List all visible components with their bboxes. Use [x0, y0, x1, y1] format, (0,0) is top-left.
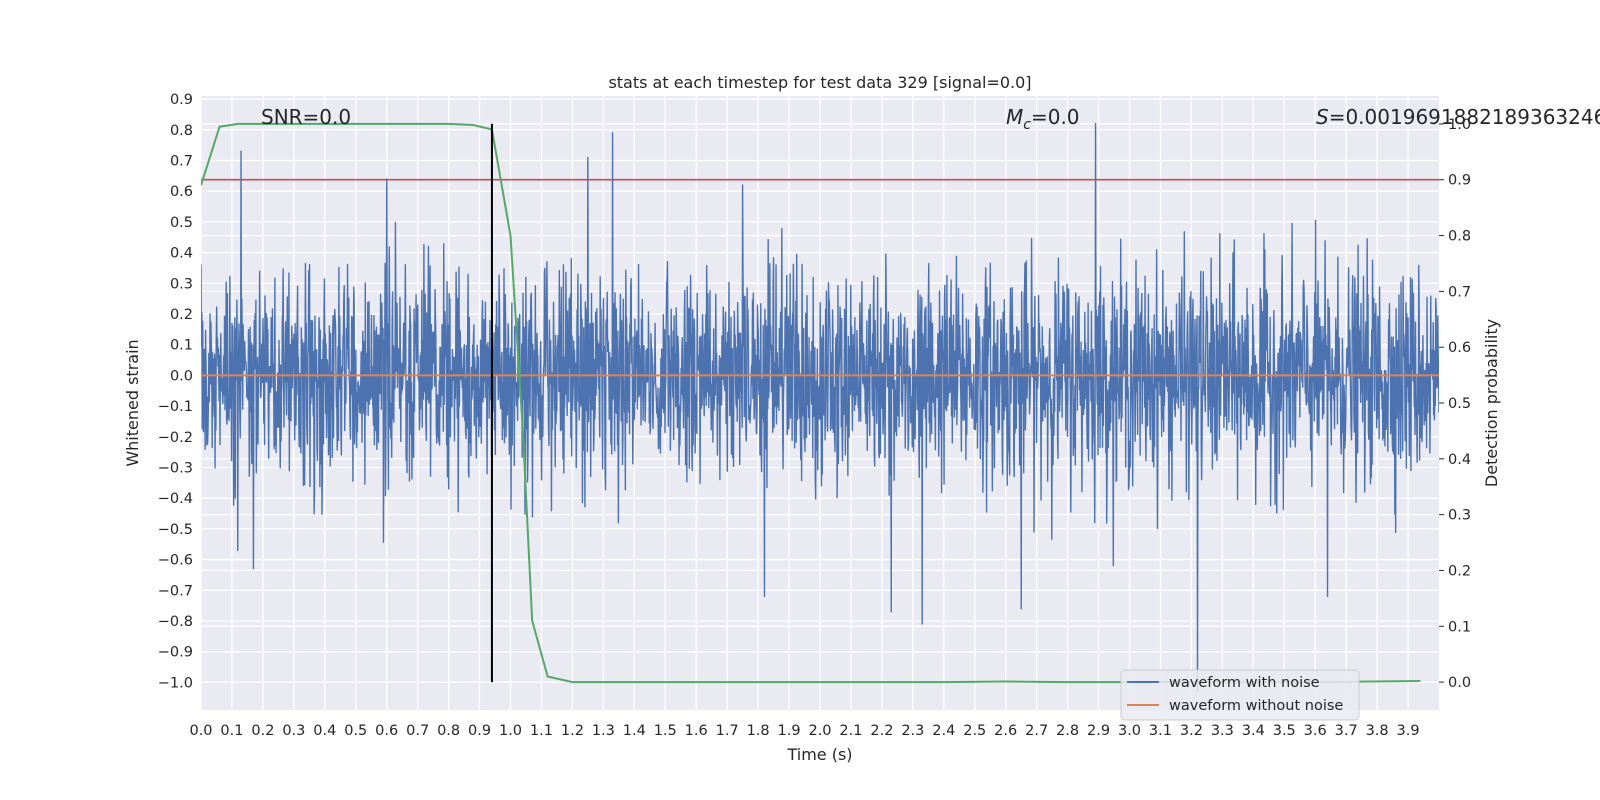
mc-value: =0.0	[1031, 105, 1080, 129]
y-tick-label: −0.6	[158, 553, 193, 569]
series-detection-probability	[201, 122, 1421, 684]
y2-tick-label: 1.0	[1448, 117, 1471, 133]
x-tick-label: 1.2	[561, 723, 584, 739]
x-tick-label: 1.6	[685, 723, 708, 739]
x-tick-label: 0.0	[189, 723, 212, 739]
y-tick-label: −0.8	[158, 614, 193, 630]
y2-tick-label: 0.9	[1448, 173, 1471, 189]
x-tick-label: 3.7	[1335, 723, 1358, 739]
x-tick-label: 0.5	[344, 723, 367, 739]
y2-tick-label: 0.7	[1448, 284, 1471, 300]
x-axis-label: Time (s)	[786, 745, 852, 764]
x-axis-ticks: 0.0 0.1 0.2 0.3 0.4 0.5 0.6 0.7 0.8 0.9 1.0 1.1 1.2 1…	[189, 723, 1419, 739]
x-tick-label: 2.5	[963, 723, 986, 739]
legend-label-clean: waveform without noise	[1169, 698, 1343, 714]
x-tick-label: 1.9	[778, 723, 801, 739]
x-tick-label: 3.5	[1273, 723, 1296, 739]
x-tick-label: 2.3	[901, 723, 924, 739]
x-tick-label: 0.2	[251, 723, 274, 739]
x-tick-label: 3.1	[1149, 723, 1172, 739]
y-tick-label: −0.9	[158, 645, 193, 661]
x-tick-label: 2.0	[808, 723, 831, 739]
y-tick-label: −0.2	[158, 430, 193, 446]
legend-box	[1120, 669, 1360, 721]
s-value: =0.0019691882189363246	[1329, 105, 1600, 129]
x-tick-label: 1.8	[747, 723, 770, 739]
y-tick-label: 0.9	[170, 92, 193, 108]
y2-tick-label: 0.3	[1448, 508, 1471, 524]
y-axis-label: Whitened strain	[123, 339, 142, 466]
y2-axis-ticks: 1.0 0.9 0.8 0.7 0.6 0.5 0.4 0.3 0.2 0.1 0.0	[1439, 117, 1471, 691]
s-annotation: S=0.0019691882189363246	[1316, 105, 1600, 129]
y-tick-label: 0.4	[170, 246, 193, 262]
x-tick-label: 3.3	[1211, 723, 1234, 739]
x-tick-label: 2.9	[1087, 723, 1110, 739]
x-tick-label: 2.2	[870, 723, 893, 739]
y-tick-label: 0.3	[170, 276, 193, 292]
x-tick-label: 1.1	[530, 723, 553, 739]
x-tick-label: 3.6	[1304, 723, 1327, 739]
x-tick-label: 0.7	[406, 723, 429, 739]
x-tick-label: 3.8	[1366, 723, 1389, 739]
y-tick-label: 0.0	[170, 368, 193, 384]
x-tick-label: 0.4	[313, 723, 336, 739]
y-tick-label: −0.7	[158, 583, 193, 599]
y-tick-label: 0.1	[170, 338, 193, 354]
y-tick-label: 0.7	[170, 153, 193, 169]
x-tick-label: 0.6	[375, 723, 398, 739]
s-symbol: S	[1316, 105, 1329, 129]
x-tick-label: 0.9	[468, 723, 491, 739]
y2-tick-label: 0.2	[1448, 563, 1471, 579]
x-tick-label: 3.2	[1180, 723, 1203, 739]
x-tick-label: 1.4	[623, 723, 646, 739]
x-tick-label: 1.5	[654, 723, 677, 739]
mc-subscript: c	[1023, 117, 1031, 133]
x-tick-label: 3.9	[1397, 723, 1420, 739]
y-tick-label: −0.5	[158, 522, 193, 538]
y-tick-label: −1.0	[158, 675, 193, 691]
y-tick-label: 0.5	[170, 215, 193, 231]
y2-tick-label: 0.0	[1448, 675, 1471, 691]
x-tick-label: 3.4	[1242, 723, 1265, 739]
y2-tick-label: 0.6	[1448, 340, 1471, 356]
y2-tick-label: 0.8	[1448, 229, 1471, 245]
x-tick-label: 1.7	[716, 723, 739, 739]
x-tick-label: 2.1	[839, 723, 862, 739]
x-tick-label: 2.8	[1056, 723, 1079, 739]
series-waveform-with-noise	[201, 122, 1439, 693]
x-tick-label: 0.1	[220, 723, 243, 739]
y-tick-label: 0.6	[170, 184, 193, 200]
x-tick-label: 2.7	[1025, 723, 1048, 739]
x-tick-label: 2.6	[994, 723, 1017, 739]
mc-annotation: Mc=0.0	[1006, 105, 1080, 133]
y2-axis-label: Detection probability	[1482, 319, 1501, 487]
legend-label-noise: waveform with noise	[1169, 675, 1320, 691]
x-tick-label: 1.3	[592, 723, 615, 739]
x-tick-label: 0.8	[437, 723, 460, 739]
y-tick-label: −0.3	[158, 460, 193, 476]
x-tick-label: 3.0	[1118, 723, 1141, 739]
y2-tick-label: 0.4	[1448, 452, 1471, 468]
y-axis-ticks: 0.9 0.8 0.7 0.6 0.5 0.4 0.3 0.2 0.1 0.0 −0.1 −0.2 −0…	[158, 92, 193, 691]
y-tick-label: 0.2	[170, 307, 193, 323]
legend: waveform with noise waveform without noi…	[1120, 669, 1360, 721]
snr-annotation: SNR=0.0	[261, 105, 351, 129]
x-tick-label: 2.4	[932, 723, 955, 739]
y2-tick-label: 0.5	[1448, 396, 1471, 412]
y2-tick-label: 0.1	[1448, 619, 1471, 635]
chart-title: stats at each timestep for test data 329…	[608, 73, 1031, 92]
y-tick-label: −0.4	[158, 491, 193, 507]
mc-symbol: M	[1006, 105, 1023, 129]
x-tick-label: 1.0	[499, 723, 522, 739]
y-tick-label: −0.1	[158, 399, 193, 415]
y-tick-label: 0.8	[170, 123, 193, 139]
x-tick-label: 0.3	[282, 723, 305, 739]
